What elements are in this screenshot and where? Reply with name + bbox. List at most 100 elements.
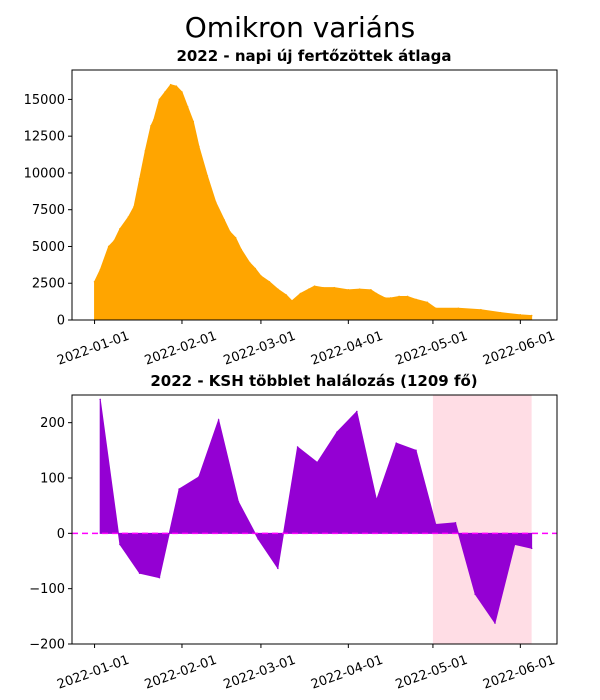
top-y-tick-label-4: 10000 xyxy=(24,166,65,181)
top-data-point-33 xyxy=(308,288,310,290)
bottom-y-tick-label-3: 100 xyxy=(40,472,65,487)
top-y-tick-label-5: 12500 xyxy=(24,130,65,145)
top-x-tick-label-2: 2022-03-01 xyxy=(222,329,298,369)
top-chart-panel: 2022 - napi új fertőzöttek átlaga 0 2500 5… xyxy=(24,47,558,369)
bottom-y-tick-label-2: 0 xyxy=(57,527,65,542)
bottom-data-point-14 xyxy=(375,499,378,501)
top-data-point-19 xyxy=(206,175,209,177)
top-data-point-20 xyxy=(215,201,217,204)
top-data-point-39 xyxy=(370,289,372,291)
top-data-point-46 xyxy=(426,301,429,304)
bottom-data-point-18 xyxy=(454,522,457,524)
top-x-tick-label-0: 2022-01-01 xyxy=(55,329,131,369)
top-data-point-6 xyxy=(133,205,135,208)
top-data-point-27 xyxy=(260,275,262,277)
top-data-point-7 xyxy=(138,178,141,180)
top-data-point-42 xyxy=(389,297,392,299)
top-data-point-34 xyxy=(313,285,316,287)
top-data-point-8 xyxy=(144,150,147,152)
top-data-point-2 xyxy=(107,245,110,248)
top-data-point-35 xyxy=(322,286,324,289)
top-data-point-1 xyxy=(99,269,101,271)
bottom-y-tick-label-1: −100 xyxy=(29,582,65,597)
top-data-point-25 xyxy=(248,261,251,264)
top-data-point-47 xyxy=(434,307,437,310)
bottom-y-tick-label-0: −200 xyxy=(29,638,65,653)
bottom-plot-frame xyxy=(71,394,558,645)
bottom-x-tick-label-2: 2022-03-01 xyxy=(222,653,298,693)
top-data-point-23 xyxy=(234,236,237,239)
bottom-data-point-2 xyxy=(138,572,141,574)
bottom-data-point-4 xyxy=(178,488,180,490)
top-data-point-22 xyxy=(229,230,231,233)
bottom-data-point-8 xyxy=(257,538,259,540)
top-data-point-21 xyxy=(223,219,226,221)
bottom-y-tick-label-4: 200 xyxy=(40,416,65,431)
top-x-tick-label-1: 2022-02-01 xyxy=(143,329,219,369)
bottom-data-point-1 xyxy=(119,543,121,546)
top-data-point-5 xyxy=(127,216,130,218)
bottom-data-point-3 xyxy=(158,576,161,579)
bottom-x-tick-label-0: 2022-01-01 xyxy=(55,653,131,693)
bottom-data-point-7 xyxy=(237,500,240,503)
top-data-point-16 xyxy=(186,105,189,108)
top-chart-title: 2022 - napi új fertőzöttek átlaga xyxy=(176,47,451,65)
top-y-tick-label-1: 2500 xyxy=(32,277,65,292)
bottom-data-point-20 xyxy=(494,622,496,624)
top-data-point-41 xyxy=(384,297,386,299)
bottom-x-tick-label-5: 2022-06-01 xyxy=(481,653,557,693)
top-data-point-24 xyxy=(240,248,242,251)
bottom-data-point-13 xyxy=(356,410,358,413)
top-data-point-9 xyxy=(150,125,152,127)
top-data-point-38 xyxy=(358,288,361,290)
bottom-area-series xyxy=(99,399,533,625)
bottom-chart-panel: 2022 - KSH többlet halálozás (1209 fő) −… xyxy=(29,372,558,693)
top-y-tick-label-2: 5000 xyxy=(32,240,65,255)
top-data-point-4 xyxy=(119,228,121,230)
bottom-data-point-16 xyxy=(415,449,417,452)
top-data-point-52 xyxy=(530,314,533,317)
top-data-point-30 xyxy=(285,294,288,296)
top-data-point-29 xyxy=(277,288,279,290)
bottom-data-point-19 xyxy=(474,593,477,595)
top-data-point-10 xyxy=(152,119,155,121)
top-data-point-17 xyxy=(192,120,195,123)
top-data-point-37 xyxy=(347,289,350,291)
top-data-point-36 xyxy=(333,286,336,289)
top-y-tick-label-6: 15000 xyxy=(24,93,65,108)
top-data-point-40 xyxy=(375,292,378,295)
top-data-point-12 xyxy=(164,91,166,93)
top-x-tick-label-4: 2022-05-01 xyxy=(394,329,470,369)
bottom-data-point-10 xyxy=(296,446,299,448)
top-x-tick-label-3: 2022-04-01 xyxy=(309,329,385,369)
bottom-data-point-21 xyxy=(513,543,516,546)
top-data-point-43 xyxy=(398,295,400,298)
bottom-data-point-5 xyxy=(198,476,200,478)
bottom-data-point-9 xyxy=(277,567,279,569)
top-data-point-11 xyxy=(158,98,161,101)
top-data-point-50 xyxy=(499,311,502,314)
top-x-tick-label-5: 2022-06-01 xyxy=(481,329,557,369)
top-data-point-31 xyxy=(291,300,293,302)
bottom-data-point-6 xyxy=(217,419,220,421)
bottom-data-point-22 xyxy=(530,547,533,550)
top-data-point-44 xyxy=(406,295,409,298)
top-data-point-14 xyxy=(175,85,178,87)
top-data-point-45 xyxy=(415,298,417,301)
bottom-data-point-12 xyxy=(336,431,338,433)
bottom-x-tick-label-4: 2022-05-01 xyxy=(394,653,470,693)
top-data-point-0 xyxy=(93,280,96,283)
top-data-point-32 xyxy=(299,292,302,295)
top-data-point-3 xyxy=(113,239,116,242)
top-data-point-13 xyxy=(169,83,172,86)
bottom-highlight-band xyxy=(432,395,532,644)
bottom-data-point-17 xyxy=(434,523,437,526)
top-plot-frame xyxy=(71,69,558,321)
top-y-tick-label-0: 0 xyxy=(57,314,65,329)
top-data-point-15 xyxy=(181,91,183,93)
bottom-x-tick-label-1: 2022-02-01 xyxy=(143,653,219,693)
bottom-chart-title: 2022 - KSH többlet halálozás (1209 fő) xyxy=(150,372,477,390)
top-data-point-48 xyxy=(457,307,460,310)
top-data-point-49 xyxy=(480,308,482,311)
